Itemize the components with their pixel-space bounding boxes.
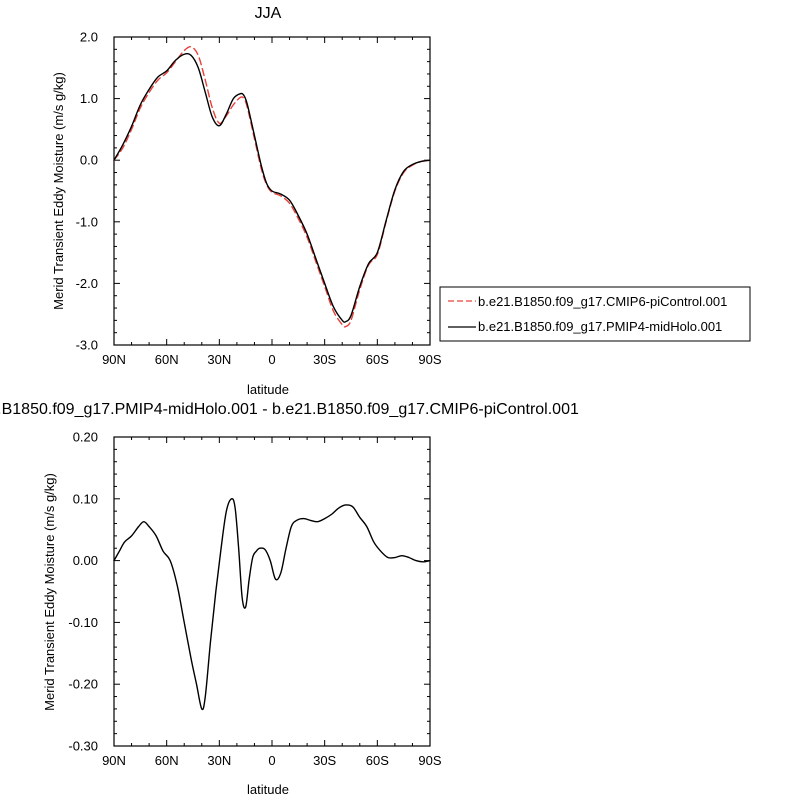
top-x-tick-label: 60S [366,352,389,367]
bottom-y-tick-label: 0.00 [73,553,98,568]
top-x-tick-label: 30N [207,352,231,367]
bottom-y-tick-label: -0.10 [68,615,98,630]
bottom-y-tick-label: 0.10 [73,491,98,506]
top-y-tick-label: -2.0 [76,276,98,291]
top-title: JJA [255,5,282,22]
legend-box [439,286,751,342]
top-tick-labels: 90N 60N 30N 0 30S 60S 90S 2.0 1.0 0.0 -1.0 -2.0 -3.0 [76,30,442,368]
bottom-x-tick-label: 90N [102,753,126,768]
top-series [113,45,431,328]
bottom-y-tick-label: 0.20 [73,430,98,445]
bottom-series-line-0 [113,498,431,711]
bottom-y-axis-label: Merid Transient Eddy Moisture (m/s g/kg) [42,473,57,711]
bottom-panel: b.e21.B1850.f09_g17.PMIP4-midHolo.001 - … [0,401,579,797]
bottom-ticks [113,436,431,747]
top-panel: JJA Merid Transient Eddy Moisture (m/s g… [51,5,442,397]
bottom-title: b.e21.B1850.f09_g17.PMIP4-midHolo.001 - … [0,401,579,418]
top-y-tick-label: 1.0 [80,91,98,106]
top-x-tick-label: 60N [155,352,179,367]
top-x-tick-label: 90S [418,352,441,367]
bottom-plot-frame [113,436,431,747]
top-x-tick-label: 90N [102,352,126,367]
bottom-x-axis-label: latitude [247,782,289,797]
top-ticks [113,36,431,346]
bottom-x-tick-label: 30N [207,753,231,768]
top-y-tick-label: -3.0 [76,338,98,353]
top-y-axis-label: Merid Transient Eddy Moisture (m/s g/kg) [51,72,66,310]
legend-label-midholo: b.e21.B1850.f09_g17.PMIP4-midHolo.001 [478,319,722,334]
bottom-y-tick-label: -0.30 [68,739,98,754]
top-series-line-0 [113,45,431,328]
bottom-series [113,498,431,711]
bottom-x-tick-label: 0 [268,753,275,768]
top-x-tick-label: 0 [268,352,275,367]
legend-label-control: b.e21.B1850.f09_g17.CMIP6-piControl.001 [478,294,727,309]
bottom-y-tick-label: -0.20 [68,677,98,692]
bottom-x-tick-label: 90S [418,753,441,768]
bottom-x-tick-label: 60N [155,753,179,768]
top-y-tick-label: 0.0 [80,153,98,168]
top-x-tick-label: 30S [313,352,336,367]
top-y-tick-label: -1.0 [76,214,98,229]
top-series-line-1 [113,52,431,323]
top-x-axis-label: latitude [247,382,289,397]
bottom-tick-labels: 90N 60N 30N 0 30S 60S 90S 0.20 0.10 0.00 -0.10 -0.2… [68,430,442,769]
legend: b.e21.B1850.f09_g17.CMIP6-piControl.001 … [439,286,751,342]
top-y-tick-label: 2.0 [80,30,98,45]
bottom-x-tick-label: 30S [313,753,336,768]
bottom-x-tick-label: 60S [366,753,389,768]
